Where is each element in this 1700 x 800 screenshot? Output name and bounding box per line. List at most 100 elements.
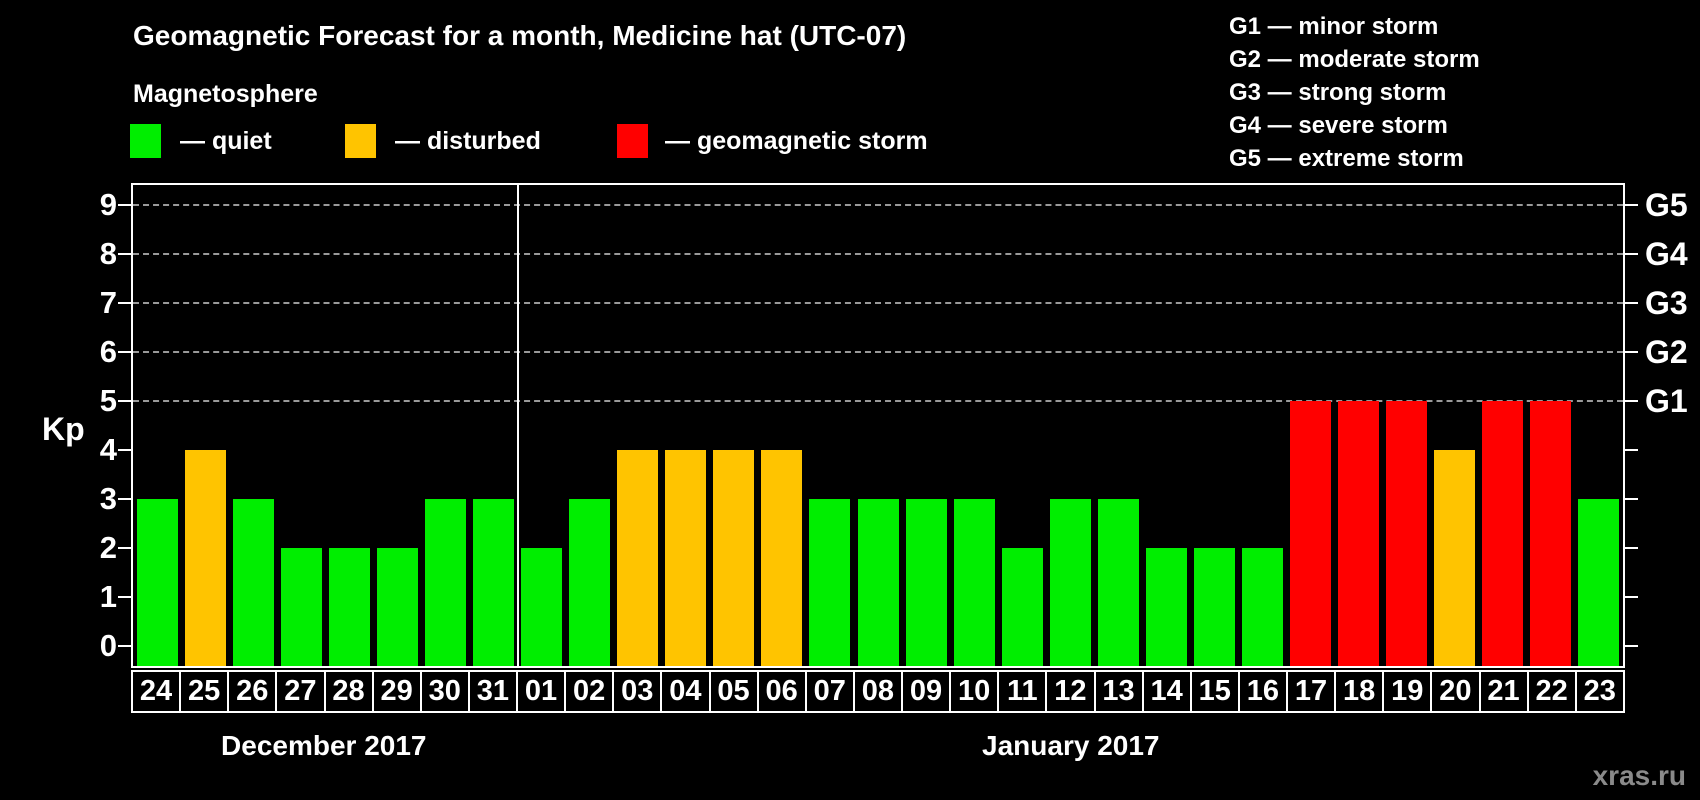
g-axis-label-g3: G3 bbox=[1645, 284, 1688, 321]
kp-bar-day-13 bbox=[1097, 499, 1139, 666]
day-cell-20: 20 bbox=[1430, 670, 1481, 713]
kp-bar-day-11 bbox=[1001, 548, 1043, 666]
kp-bar-day-20 bbox=[1434, 450, 1476, 666]
axis-tick-left-4 bbox=[118, 449, 131, 452]
axis-tick-left-9 bbox=[118, 203, 131, 206]
kp-bar-day-16 bbox=[1242, 548, 1284, 666]
y-gridline-8 bbox=[133, 252, 1623, 255]
g-axis-label-g1: G1 bbox=[1645, 382, 1688, 419]
day-cell-23: 23 bbox=[1574, 670, 1625, 713]
legend-label-disturbed: — disturbed bbox=[395, 127, 541, 155]
day-cell-31: 31 bbox=[467, 670, 518, 713]
g-axis-label-g2: G2 bbox=[1645, 333, 1688, 370]
axis-tick-left-2 bbox=[118, 547, 131, 550]
y-axis-labels: 0 1 2 3 4 5 6 7 8 9 bbox=[0, 183, 117, 668]
day-cell-16: 16 bbox=[1237, 670, 1288, 713]
kp-bar-day-09 bbox=[905, 499, 947, 666]
legend-label-storm: — geomagnetic storm bbox=[665, 127, 928, 155]
day-cell-03: 03 bbox=[612, 670, 663, 713]
day-cell-22: 22 bbox=[1526, 670, 1577, 713]
axis-tick-right-7 bbox=[1625, 301, 1638, 304]
kp-bar-day-24 bbox=[136, 499, 178, 666]
kp-bar-day-10 bbox=[953, 499, 995, 666]
g-legend-item-g5: G5 — extreme storm bbox=[1229, 145, 1464, 172]
day-cell-14: 14 bbox=[1141, 670, 1192, 713]
day-cell-24: 24 bbox=[131, 670, 182, 713]
axis-tick-right-0 bbox=[1625, 645, 1638, 648]
y-gridline-7 bbox=[133, 301, 1623, 304]
g-legend-item-g4: G4 — severe storm bbox=[1229, 112, 1448, 139]
kp-bar-day-07 bbox=[809, 499, 851, 666]
kp-bar-day-01 bbox=[521, 548, 563, 666]
day-cell-15: 15 bbox=[1189, 670, 1240, 713]
day-cell-29: 29 bbox=[371, 670, 422, 713]
day-cell-21: 21 bbox=[1478, 670, 1529, 713]
day-cell-26: 26 bbox=[227, 670, 278, 713]
kp-bar-day-31 bbox=[472, 499, 514, 666]
day-cell-25: 25 bbox=[179, 670, 230, 713]
g-axis-labels: G1 G2 G3 G4 G5 bbox=[1645, 183, 1700, 668]
plot-area bbox=[118, 183, 1638, 668]
day-cell-02: 02 bbox=[564, 670, 615, 713]
axis-tick-left-7 bbox=[118, 301, 131, 304]
axis-tick-right-8 bbox=[1625, 252, 1638, 255]
day-cell-07: 07 bbox=[804, 670, 855, 713]
day-cell-30: 30 bbox=[419, 670, 470, 713]
g-legend-item-g2: G2 — moderate storm bbox=[1229, 46, 1480, 73]
axis-tick-right-4 bbox=[1625, 449, 1638, 452]
kp-bar-day-14 bbox=[1145, 548, 1187, 666]
kp-bar-day-15 bbox=[1193, 548, 1235, 666]
day-cell-27: 27 bbox=[275, 670, 326, 713]
y-axis-label-6: 6 bbox=[99, 333, 117, 369]
legend-swatch-disturbed bbox=[345, 124, 376, 158]
y-axis-label-0: 0 bbox=[99, 628, 117, 664]
g-legend-item-g3: G3 — strong storm bbox=[1229, 79, 1447, 106]
day-cell-06: 06 bbox=[756, 670, 807, 713]
kp-bar-day-18 bbox=[1338, 400, 1380, 666]
kp-bar-day-12 bbox=[1049, 499, 1091, 666]
axis-tick-right-2 bbox=[1625, 547, 1638, 550]
day-cell-09: 09 bbox=[901, 670, 952, 713]
y-gridline-6 bbox=[133, 350, 1623, 353]
axis-tick-left-5 bbox=[118, 399, 131, 402]
kp-bar-day-17 bbox=[1290, 400, 1332, 666]
watermark: xras.ru bbox=[1592, 760, 1686, 791]
legend-swatch-storm bbox=[617, 124, 648, 158]
day-cell-11: 11 bbox=[997, 670, 1048, 713]
day-axis: 24 25 26 27 28 29 30 31 01 02 03 04 05 06 07 08 09 10 11 12… bbox=[131, 670, 1625, 713]
axis-tick-right-1 bbox=[1625, 596, 1638, 599]
kp-bar-day-06 bbox=[761, 450, 803, 666]
day-cell-18: 18 bbox=[1334, 670, 1385, 713]
kp-bar-day-19 bbox=[1386, 400, 1428, 666]
legend-label-quiet: — quiet bbox=[180, 127, 272, 155]
kp-bar-day-21 bbox=[1482, 400, 1524, 666]
month-separator bbox=[516, 185, 519, 666]
g-scale-legend: G1 — minor storm G2 — moderate storm G3 … bbox=[1229, 10, 1480, 175]
kp-bar-day-26 bbox=[232, 499, 274, 666]
month-label-january: January 2017 bbox=[982, 730, 1160, 761]
kp-bar-day-25 bbox=[184, 450, 226, 666]
kp-bar-day-22 bbox=[1530, 400, 1572, 666]
y-axis-label-4: 4 bbox=[99, 432, 117, 468]
kp-bar-day-04 bbox=[665, 450, 707, 666]
y-axis-label-8: 8 bbox=[99, 235, 117, 271]
axis-tick-right-5 bbox=[1625, 399, 1638, 402]
kp-bar-day-30 bbox=[424, 499, 466, 666]
axis-tick-right-6 bbox=[1625, 350, 1638, 353]
g-axis-label-g5: G5 bbox=[1645, 186, 1688, 223]
kp-bar-day-27 bbox=[280, 548, 322, 666]
y-gridline-5 bbox=[133, 399, 1623, 402]
kp-bar-day-23 bbox=[1578, 499, 1620, 666]
y-axis-label-2: 2 bbox=[99, 530, 117, 566]
axis-tick-left-8 bbox=[118, 252, 131, 255]
y-gridline-9 bbox=[133, 203, 1623, 206]
g-legend-item-g1: G1 — minor storm bbox=[1229, 13, 1439, 40]
kp-bar-day-02 bbox=[569, 499, 611, 666]
kp-bar-day-05 bbox=[713, 450, 755, 666]
day-cell-12: 12 bbox=[1045, 670, 1096, 713]
g-axis-label-g4: G4 bbox=[1645, 235, 1688, 272]
day-cell-08: 08 bbox=[852, 670, 903, 713]
y-axis-label-3: 3 bbox=[99, 481, 117, 517]
y-axis-label-1: 1 bbox=[99, 579, 117, 615]
